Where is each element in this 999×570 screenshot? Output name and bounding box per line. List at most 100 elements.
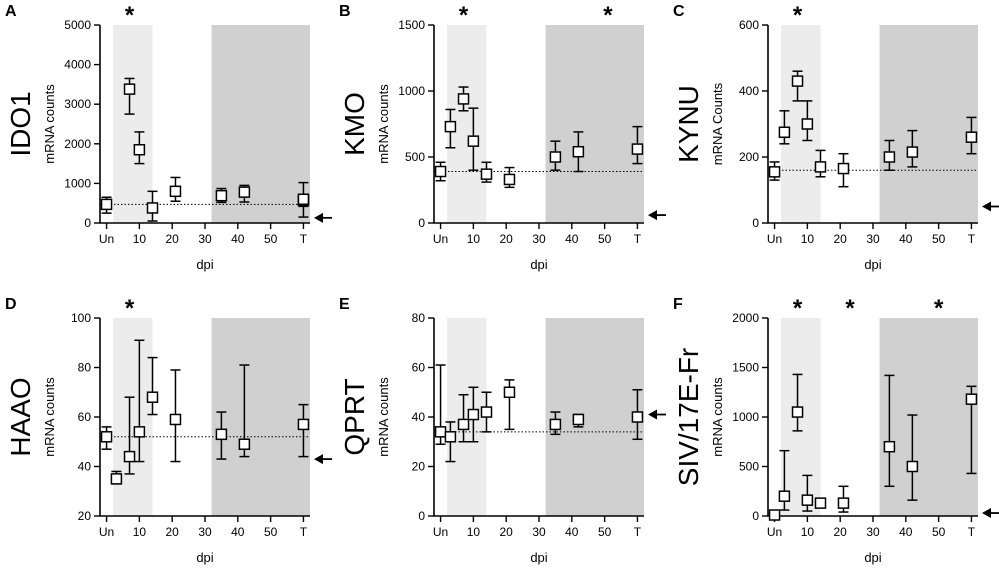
significance-star: *	[459, 2, 469, 29]
arrow-icon	[982, 201, 991, 212]
data-point	[778, 490, 791, 502]
y-tick-label: 1000	[398, 84, 425, 98]
x-tick-label: 30	[532, 232, 546, 246]
data-point	[123, 83, 136, 95]
x-tick-label: 30	[866, 525, 880, 539]
y-tick-label: 60	[78, 410, 92, 424]
x-tick-label: 10	[133, 525, 147, 539]
gene-name: SIV/17E-Fr	[673, 348, 704, 486]
x-tick-label: T	[634, 525, 642, 539]
x-tick-label: 10	[801, 525, 815, 539]
x-tick-label: Un	[767, 525, 782, 539]
x-axis-title: dpi	[864, 257, 881, 272]
y-axis-title: mRNA counts	[376, 377, 391, 457]
x-tick-label: 30	[198, 232, 212, 246]
data-point	[791, 75, 804, 87]
acute-phase-shading	[113, 318, 153, 516]
data-point	[238, 438, 251, 450]
x-tick-label: 30	[198, 525, 212, 539]
x-axis-title: dpi	[196, 257, 213, 272]
x-tick-label: Un	[767, 232, 782, 246]
chronic-phase-shading	[879, 318, 978, 516]
y-tick-label: 1500	[732, 361, 759, 375]
arrow-icon	[982, 508, 991, 519]
gene-name: IDO1	[5, 91, 36, 156]
data-point	[906, 460, 919, 473]
y-tick-label: 1500	[398, 18, 425, 32]
y-tick-label: 500	[405, 150, 425, 164]
y-tick-label: 40	[78, 460, 92, 474]
data-point	[146, 391, 159, 403]
panel-letter: B	[339, 3, 351, 20]
data-point	[906, 146, 919, 158]
x-tick-label: Un	[99, 525, 114, 539]
x-tick-label: Un	[99, 232, 114, 246]
data-point	[837, 162, 850, 175]
y-tick-label: 0	[418, 509, 425, 523]
data-point	[444, 431, 457, 443]
data-point	[457, 93, 470, 105]
y-axis-title: mRNA Counts	[710, 82, 725, 165]
significance-star: *	[125, 2, 135, 29]
x-tick-label: 50	[264, 525, 278, 539]
significance-star: *	[793, 2, 803, 29]
x-tick-label: 20	[834, 232, 848, 246]
data-point	[444, 120, 457, 133]
data-point	[457, 418, 470, 431]
data-point	[801, 494, 814, 506]
x-axis-title: dpi	[864, 550, 881, 565]
gene-name: KYNU	[673, 85, 704, 163]
x-tick-label: 10	[801, 232, 815, 246]
y-tick-label: 100	[71, 311, 91, 325]
y-tick-label: 1000	[64, 176, 91, 190]
data-point	[100, 198, 113, 211]
x-tick-label: 50	[598, 525, 612, 539]
y-tick-label: 4000	[64, 58, 91, 72]
data-point	[883, 440, 896, 453]
arrow-icon	[314, 454, 323, 465]
data-point	[814, 161, 827, 173]
x-axis-title: dpi	[530, 257, 547, 272]
x-tick-label: T	[968, 232, 976, 246]
data-point	[215, 428, 228, 441]
panel-letter: D	[5, 296, 17, 313]
data-point	[480, 168, 493, 180]
x-tick-label: T	[634, 232, 642, 246]
data-point	[480, 406, 493, 418]
x-tick-label: 20	[834, 525, 848, 539]
x-tick-label: 40	[565, 232, 579, 246]
data-point	[801, 118, 814, 130]
gene-name: HAAO	[5, 377, 36, 456]
significance-star: *	[125, 295, 135, 322]
data-point	[768, 509, 781, 521]
x-tick-label: 40	[899, 525, 913, 539]
y-tick-label: 5000	[64, 18, 91, 32]
y-tick-label: 2000	[732, 311, 759, 325]
data-point	[169, 185, 182, 198]
data-point	[110, 473, 123, 485]
data-point	[215, 189, 228, 202]
y-tick-label: 40	[412, 410, 426, 424]
x-tick-label: 10	[467, 525, 481, 539]
x-tick-label: 50	[598, 232, 612, 246]
x-axis-title: dpi	[530, 550, 547, 565]
acute-phase-shading	[113, 25, 153, 223]
chronic-phase-shading	[211, 318, 310, 516]
x-tick-label: T	[300, 232, 308, 246]
data-point	[100, 431, 113, 443]
x-tick-label: 50	[932, 525, 946, 539]
y-tick-label: 0	[418, 216, 425, 230]
x-tick-label: 50	[932, 232, 946, 246]
y-tick-label: 400	[739, 84, 759, 98]
y-tick-label: 80	[78, 361, 92, 375]
data-point	[965, 131, 978, 143]
x-tick-label: Un	[433, 525, 448, 539]
data-point	[549, 151, 562, 163]
significance-star: *	[845, 295, 855, 322]
x-tick-label: 40	[565, 525, 579, 539]
x-tick-label: 20	[500, 525, 514, 539]
